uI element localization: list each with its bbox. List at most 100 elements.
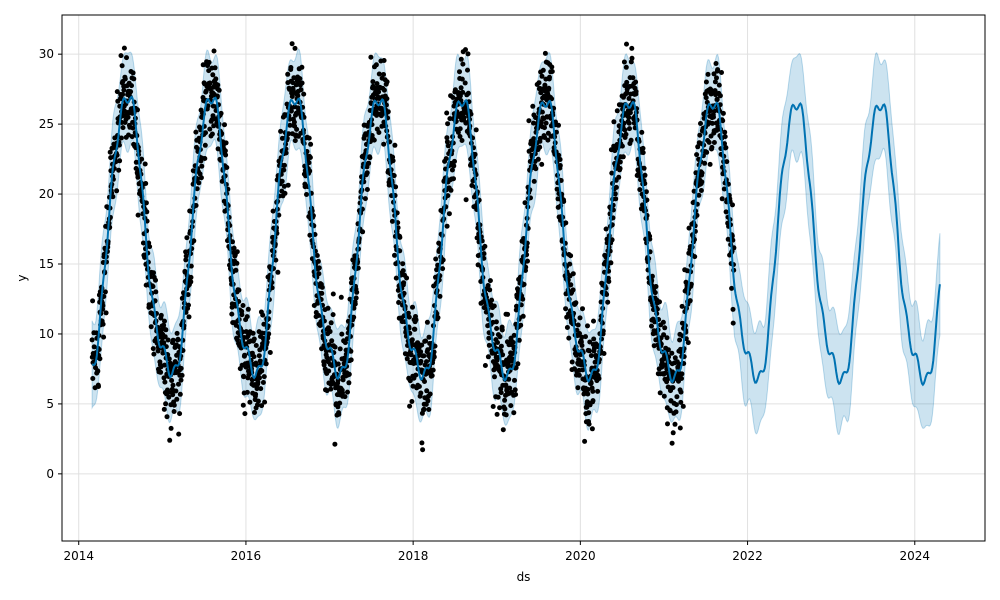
observed-point xyxy=(250,330,256,336)
observed-point xyxy=(285,71,291,77)
observed-point xyxy=(450,95,456,100)
observed-point xyxy=(493,319,499,325)
observed-point xyxy=(583,334,588,340)
observed-point xyxy=(585,387,591,392)
observed-point xyxy=(657,299,662,305)
observed-point xyxy=(537,135,543,141)
observed-point xyxy=(549,64,555,70)
observed-point xyxy=(393,275,399,281)
observed-point xyxy=(338,294,344,300)
observed-point xyxy=(486,342,492,348)
observed-point xyxy=(177,411,183,417)
observed-point xyxy=(585,391,591,397)
observed-point xyxy=(259,403,265,409)
observed-point xyxy=(212,65,218,71)
observed-point xyxy=(520,313,526,319)
observed-point xyxy=(512,377,517,383)
observed-point xyxy=(653,284,659,289)
observed-point xyxy=(719,196,725,202)
observed-point xyxy=(698,121,703,126)
observed-point xyxy=(186,302,191,308)
observed-point xyxy=(207,126,213,132)
observed-point xyxy=(507,385,513,391)
observed-point xyxy=(342,340,348,346)
observed-point xyxy=(586,421,592,427)
y-tick-label: 30 xyxy=(39,47,54,61)
observed-point xyxy=(234,260,240,266)
observed-point xyxy=(485,283,491,288)
observed-point xyxy=(678,399,684,405)
observed-point xyxy=(621,59,627,65)
observed-point xyxy=(458,56,464,62)
observed-point xyxy=(376,71,382,77)
observed-point xyxy=(547,74,552,80)
observed-point xyxy=(110,194,116,200)
observed-point xyxy=(336,411,342,417)
observed-point xyxy=(340,377,346,383)
observed-point xyxy=(114,188,120,194)
observed-point xyxy=(158,364,164,370)
observed-point xyxy=(448,187,454,193)
observed-point xyxy=(368,54,374,60)
observed-point xyxy=(306,135,312,141)
x-tick-label: 2014 xyxy=(63,549,94,563)
observed-point xyxy=(535,156,541,162)
observed-point xyxy=(677,337,683,343)
observed-point xyxy=(575,385,581,391)
observed-point xyxy=(409,399,415,404)
observed-point xyxy=(706,139,712,145)
observed-point xyxy=(580,367,586,373)
observed-point xyxy=(328,320,334,326)
observed-point xyxy=(218,110,224,116)
observed-point xyxy=(624,79,630,85)
observed-point xyxy=(345,389,350,395)
observed-point xyxy=(327,342,333,348)
observed-point xyxy=(460,61,466,67)
observed-point xyxy=(590,398,596,404)
x-axis: 2014 2016 2018 2020 2022 2024 xyxy=(63,541,930,563)
observed-point xyxy=(253,391,259,397)
observed-point xyxy=(506,376,512,382)
observed-point xyxy=(413,372,419,378)
observed-point xyxy=(188,263,194,269)
observed-point xyxy=(557,157,563,162)
observed-point xyxy=(627,126,632,132)
observed-point xyxy=(531,136,537,142)
observed-point xyxy=(342,394,348,400)
observed-point xyxy=(196,180,202,186)
observed-point xyxy=(490,404,496,409)
observed-point xyxy=(720,110,726,116)
observed-point xyxy=(193,129,199,135)
observed-point xyxy=(188,274,194,280)
observed-point xyxy=(422,379,427,384)
observed-point xyxy=(197,171,203,177)
observed-point xyxy=(120,125,126,131)
observed-point xyxy=(308,141,314,147)
observed-point xyxy=(452,158,457,164)
observed-point xyxy=(498,390,504,396)
observed-point xyxy=(543,120,549,126)
observed-point xyxy=(251,336,257,342)
observed-point xyxy=(724,159,730,165)
observed-point xyxy=(95,368,101,374)
observed-point xyxy=(449,167,455,173)
observed-point xyxy=(199,163,205,169)
observed-point xyxy=(346,371,352,377)
observed-point xyxy=(301,91,307,97)
observed-point xyxy=(433,256,439,262)
y-axis: 0 5 10 15 20 25 30 xyxy=(39,47,62,481)
observed-point xyxy=(633,89,639,94)
observed-point xyxy=(263,361,269,367)
observed-point xyxy=(328,386,334,392)
observed-point xyxy=(215,82,221,88)
observed-point xyxy=(184,235,190,241)
observed-point xyxy=(495,394,501,400)
observed-point xyxy=(723,209,729,215)
observed-point xyxy=(165,390,171,395)
observed-point xyxy=(404,356,410,362)
observed-point xyxy=(222,122,227,128)
observed-point xyxy=(661,332,667,338)
observed-point xyxy=(211,123,217,129)
observed-point xyxy=(129,134,135,140)
y-tick-label: 5 xyxy=(46,397,54,411)
